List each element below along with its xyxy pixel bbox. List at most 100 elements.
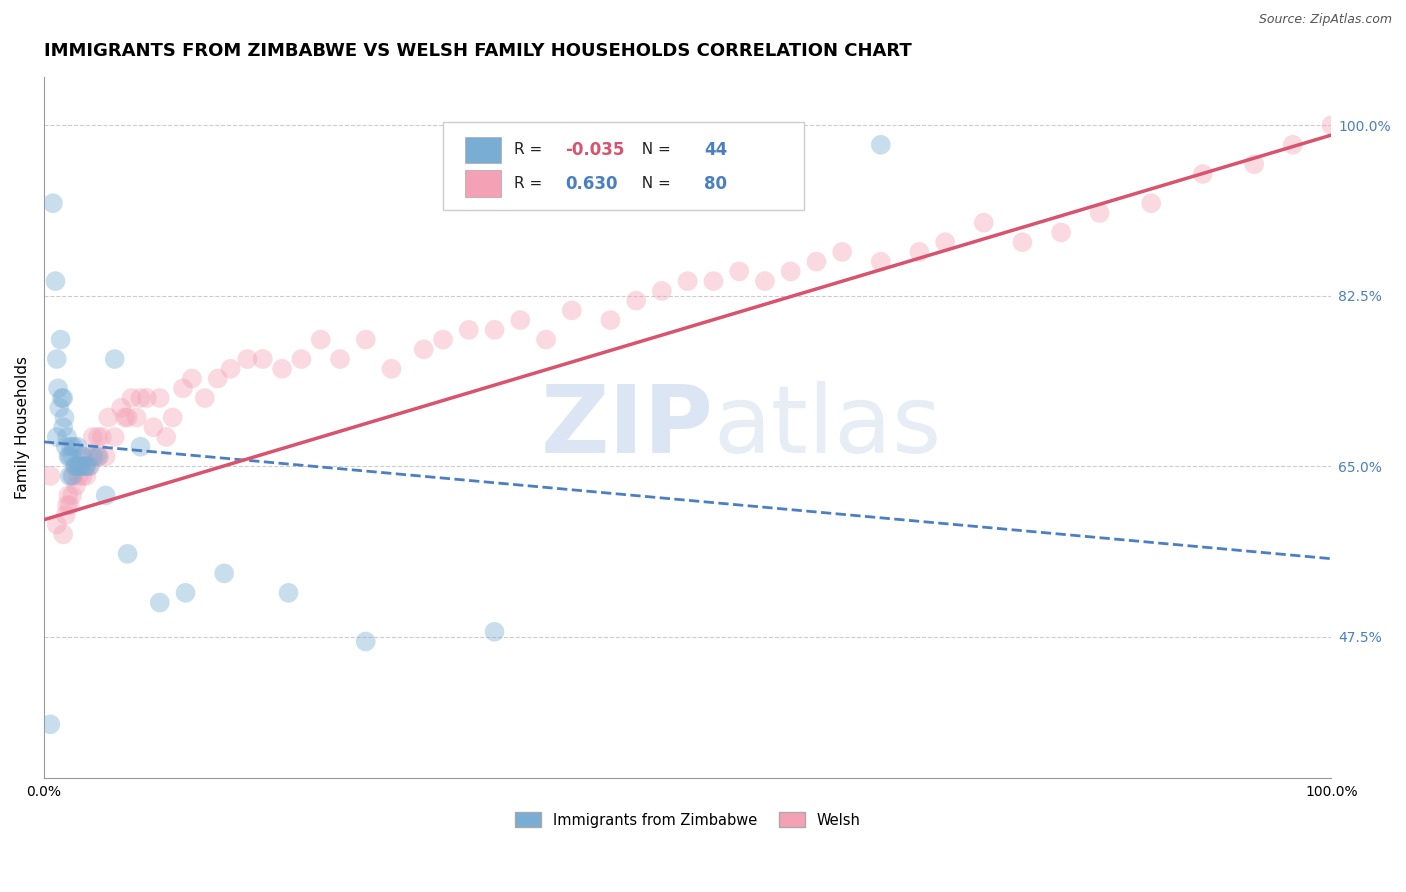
Point <box>779 264 801 278</box>
Point <box>432 333 454 347</box>
Point <box>42 196 65 211</box>
Point <box>624 293 647 308</box>
Point <box>62 469 84 483</box>
Point <box>831 244 853 259</box>
Point <box>45 352 67 367</box>
Point <box>58 488 80 502</box>
Point <box>44 274 66 288</box>
Point <box>59 498 82 512</box>
Point <box>77 459 100 474</box>
Point <box>75 459 97 474</box>
Point <box>90 430 112 444</box>
Point <box>973 216 995 230</box>
Point <box>55 440 77 454</box>
Point <box>69 459 91 474</box>
Point <box>869 137 891 152</box>
Point <box>1011 235 1033 249</box>
Text: IMMIGRANTS FROM ZIMBABWE VS WELSH FAMILY HOUSEHOLDS CORRELATION CHART: IMMIGRANTS FROM ZIMBABWE VS WELSH FAMILY… <box>44 42 911 60</box>
Point <box>457 323 479 337</box>
Point <box>181 371 204 385</box>
Point <box>135 391 157 405</box>
Point <box>52 527 75 541</box>
Point <box>484 323 506 337</box>
Point <box>59 450 82 464</box>
Point <box>39 469 62 483</box>
Point <box>110 401 132 415</box>
Point <box>149 391 172 405</box>
Point <box>94 488 117 502</box>
Point <box>84 450 107 464</box>
Point <box>271 361 294 376</box>
Point <box>63 459 86 474</box>
Point <box>1281 137 1303 152</box>
Point <box>309 333 332 347</box>
Point <box>142 420 165 434</box>
Point <box>55 508 77 522</box>
Point <box>94 450 117 464</box>
Point <box>51 391 73 405</box>
Point <box>806 254 828 268</box>
Point <box>75 459 97 474</box>
Point <box>104 352 127 367</box>
Point <box>67 459 90 474</box>
Point <box>162 410 184 425</box>
Point <box>52 420 75 434</box>
Point <box>53 410 76 425</box>
Point <box>60 488 83 502</box>
Point <box>149 596 172 610</box>
Point <box>65 459 87 474</box>
Point <box>155 430 177 444</box>
Point <box>120 391 142 405</box>
Text: R =: R = <box>513 177 547 191</box>
Point <box>72 469 94 483</box>
Point <box>290 352 312 367</box>
Point <box>194 391 217 405</box>
Point <box>207 371 229 385</box>
Point <box>702 274 724 288</box>
Point <box>59 440 82 454</box>
Point <box>89 450 111 464</box>
Point <box>60 450 83 464</box>
FancyBboxPatch shape <box>465 170 501 197</box>
Point <box>52 391 75 405</box>
Point <box>934 235 956 249</box>
Point <box>1140 196 1163 211</box>
Point <box>72 450 94 464</box>
Point <box>79 459 101 474</box>
Point <box>69 459 91 474</box>
Point <box>46 381 69 395</box>
Point <box>174 586 197 600</box>
Point <box>252 352 274 367</box>
Point <box>1088 206 1111 220</box>
Point <box>60 469 83 483</box>
Point <box>114 410 136 425</box>
Point <box>277 586 299 600</box>
Text: 80: 80 <box>704 175 727 193</box>
Point <box>561 303 583 318</box>
Point <box>97 410 120 425</box>
Point <box>104 430 127 444</box>
Point <box>48 401 70 415</box>
Legend: Immigrants from Zimbabwe, Welsh: Immigrants from Zimbabwe, Welsh <box>509 806 866 834</box>
Point <box>56 498 79 512</box>
Text: atlas: atlas <box>713 381 942 474</box>
Point <box>62 440 84 454</box>
Point <box>75 459 97 474</box>
Text: Source: ZipAtlas.com: Source: ZipAtlas.com <box>1258 13 1392 27</box>
Point <box>65 459 87 474</box>
Point <box>380 361 402 376</box>
Point <box>39 717 62 731</box>
Point <box>70 459 93 474</box>
Text: N =: N = <box>633 143 676 157</box>
Point <box>56 430 79 444</box>
Point <box>117 547 139 561</box>
Point <box>117 410 139 425</box>
Point <box>1320 118 1343 132</box>
Point <box>1050 226 1073 240</box>
Point <box>45 430 67 444</box>
Point <box>129 440 152 454</box>
Point <box>509 313 531 327</box>
Text: ZIP: ZIP <box>540 381 713 474</box>
Point <box>1191 167 1213 181</box>
Point <box>59 469 82 483</box>
